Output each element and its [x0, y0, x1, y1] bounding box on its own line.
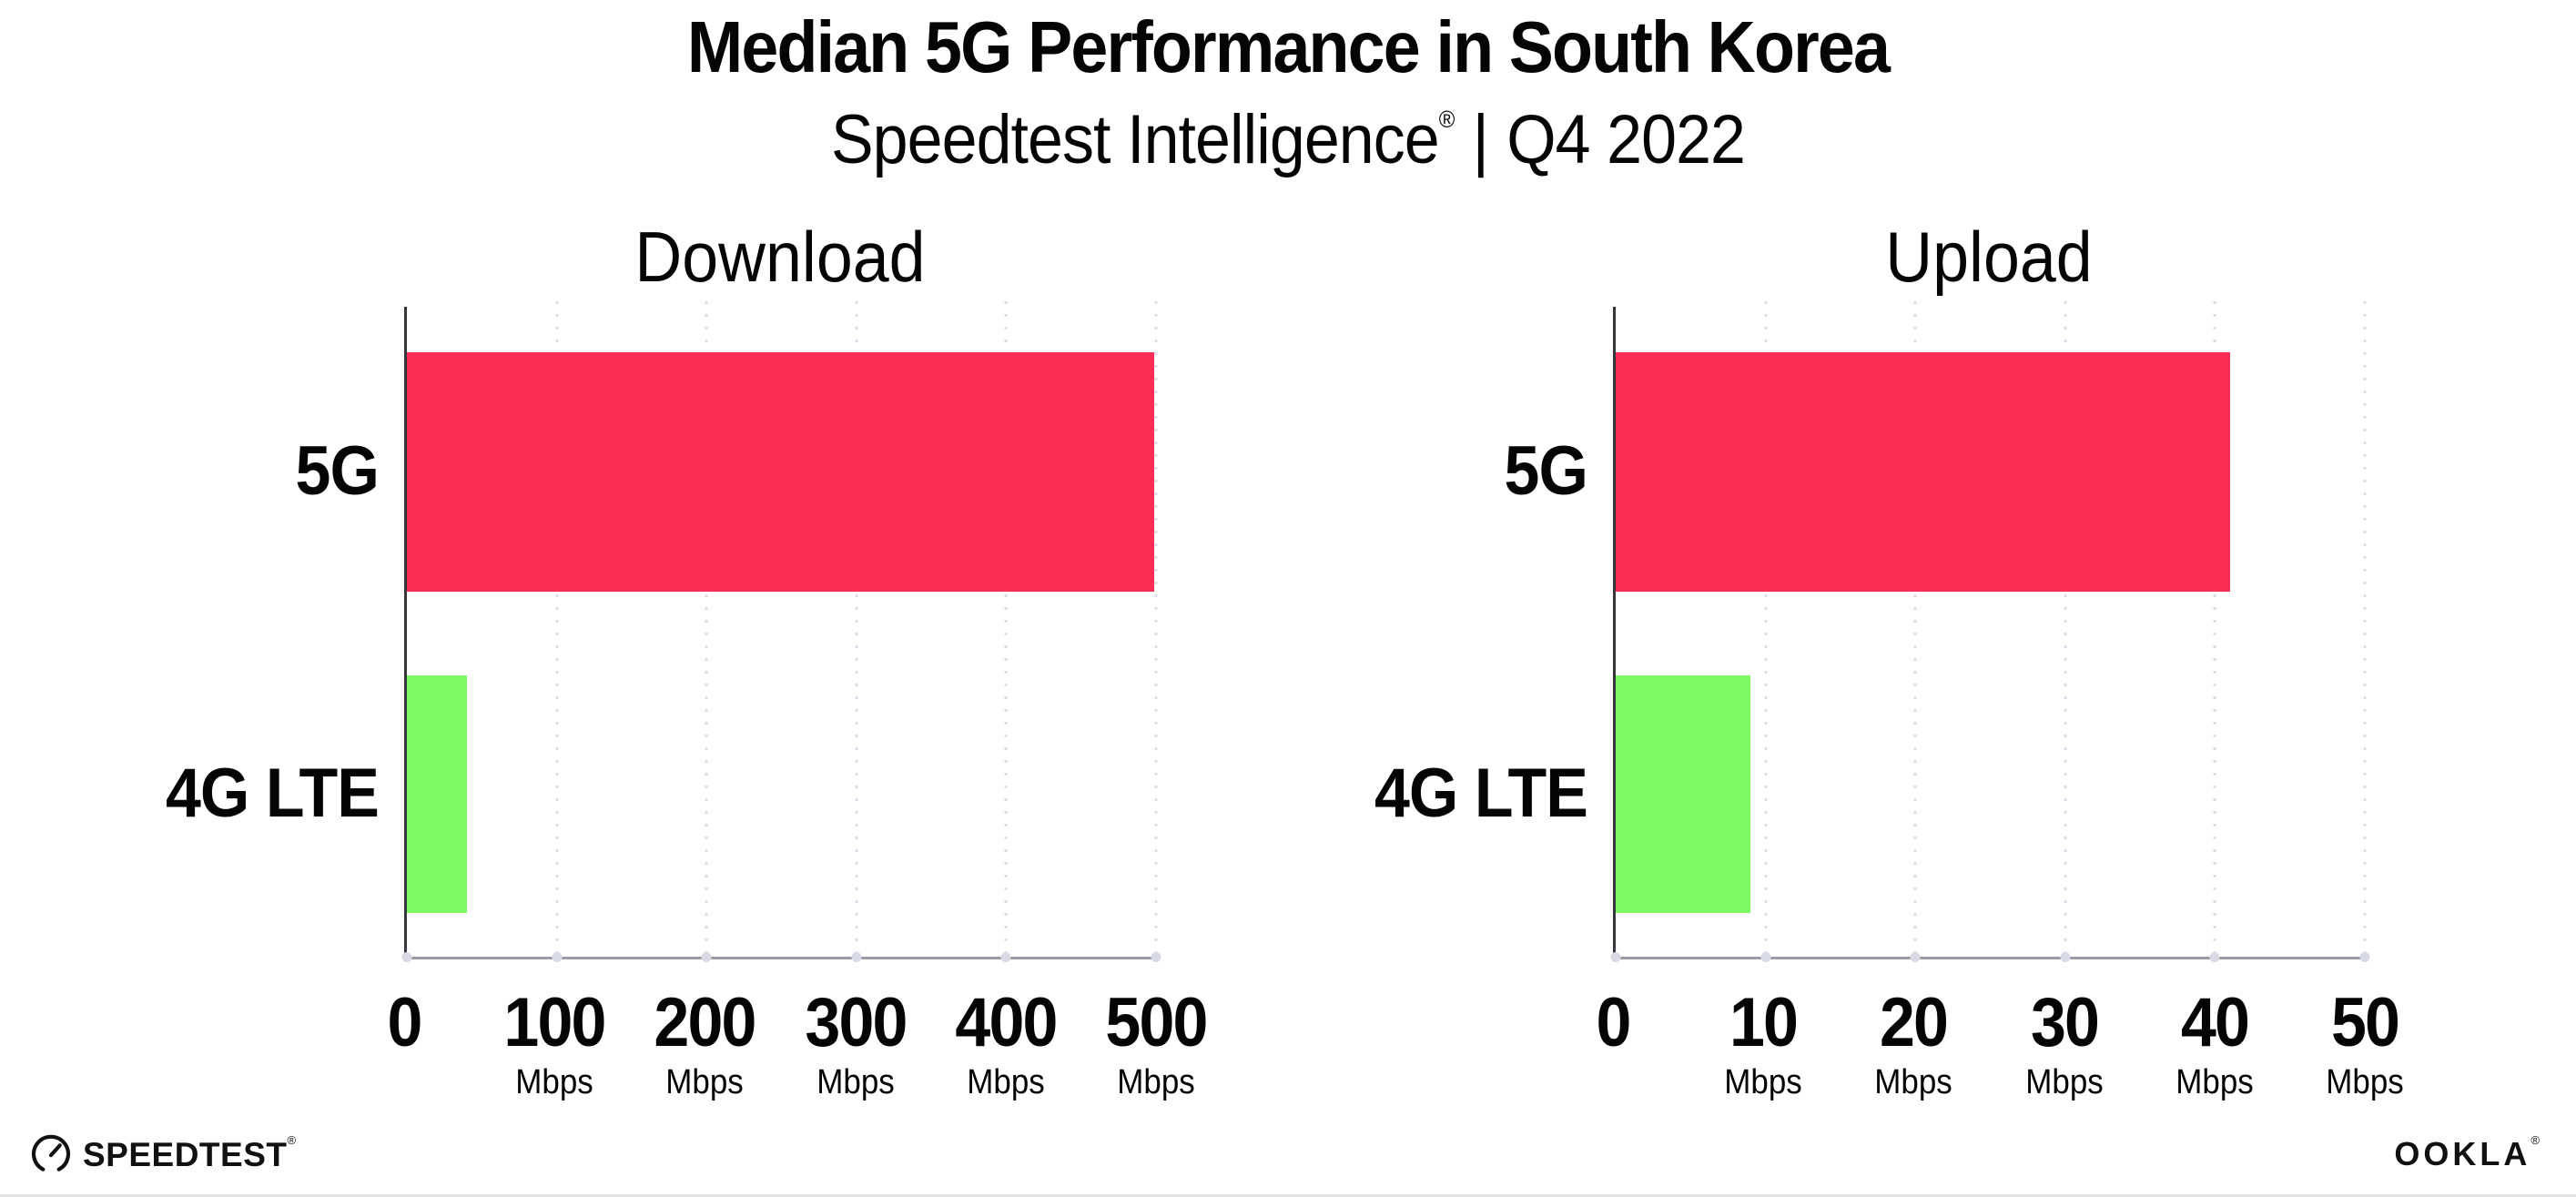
x-tick-value: 0 — [387, 984, 422, 1061]
x-tick: 20 Mbps — [1788, 984, 2039, 1101]
registered-trademark-icon: ® — [1438, 106, 1455, 133]
gridline — [1154, 301, 1158, 958]
x-tick-value: 20 — [1880, 984, 1949, 1061]
upload-plot-area — [1610, 301, 2370, 962]
x-axis-ticks: 0 10 Mbps 20 Mbps 30 Mbps 40 Mbps 50 Mbps — [1596, 958, 2403, 1112]
gridline — [2363, 301, 2367, 958]
subtitle-separator: | — [1472, 101, 1489, 178]
x-tick-unit: Mbps — [1724, 1063, 1802, 1101]
gridline — [2064, 301, 2067, 958]
ookla-wordmark: OOKLA — [2394, 1135, 2531, 1172]
x-tick-value: 500 — [1105, 984, 1208, 1061]
bar-4g-lte-download — [407, 675, 467, 913]
speedtest-gauge-icon — [30, 1133, 72, 1175]
axis-tick-dot — [851, 952, 862, 962]
x-tick-unit: Mbps — [515, 1063, 593, 1101]
x-axis-line — [1613, 957, 2365, 959]
download-chart-title: Download — [634, 217, 926, 297]
upload-chart: Upload 5G 4G LTE 0 10 Mbps 20 Mbps 30 Mbps 40 Mb… — [1374, 221, 2404, 1100]
x-tick-unit: Mbps — [967, 1063, 1045, 1101]
gridline — [855, 301, 858, 958]
x-tick-unit: Mbps — [1874, 1063, 1953, 1101]
x-tick-value: 300 — [805, 984, 908, 1061]
page-subtitle: Speedtest Intelligence® | Q4 2022 — [103, 106, 2473, 175]
axis-tick-dot — [1760, 952, 1771, 962]
download-chart: Download 5G 4G LTE 0 100 Mbps 200 Mbps 300 Mbp… — [166, 221, 1208, 1100]
x-tick-value: 200 — [654, 984, 757, 1061]
x-tick-value: 100 — [503, 984, 607, 1061]
x-tick-value: 50 — [2330, 984, 2400, 1061]
axis-tick-dot — [401, 952, 412, 962]
category-label-5g: 5G — [295, 432, 380, 510]
axis-tick-dot — [2359, 952, 2370, 962]
gridline — [1764, 301, 1768, 958]
page-title: Median 5G Performance in South Korea — [686, 6, 1891, 87]
x-tick-value: 400 — [955, 984, 1058, 1061]
x-tick: 40 Mbps — [2089, 984, 2340, 1101]
axis-tick-dot — [1000, 952, 1011, 962]
x-axis-ticks: 0 100 Mbps 200 Mbps 300 Mbps 400 Mbps 500 Mbps — [387, 958, 1208, 1112]
x-tick-unit: Mbps — [665, 1063, 745, 1101]
category-label-5g: 5G — [1504, 432, 1588, 510]
x-tick: 300 Mbps — [730, 984, 981, 1101]
x-tick: 10 Mbps — [1638, 984, 1889, 1101]
gridline — [1004, 301, 1008, 958]
x-tick: 0 — [279, 989, 530, 1058]
upload-chart-title: Upload — [1885, 217, 2093, 297]
registered-trademark-icon: ® — [2530, 1133, 2543, 1147]
x-tick-value: 40 — [2180, 984, 2250, 1061]
x-tick-value: 30 — [2030, 984, 2100, 1061]
category-label-4g-lte: 4G LTE — [1374, 755, 1588, 832]
x-tick: 200 Mbps — [579, 984, 830, 1101]
gridline — [1913, 301, 1917, 958]
category-label-4g-lte: 4G LTE — [165, 755, 380, 832]
bar-5g-download — [407, 352, 1155, 592]
bar-5g-upload — [1616, 352, 2230, 592]
gridline — [705, 301, 708, 958]
x-tick: 50 Mbps — [2239, 984, 2490, 1101]
axis-tick-dot — [552, 952, 563, 962]
x-tick-value: 0 — [1596, 984, 1631, 1061]
speedtest-wordmark: SPEEDTEST® — [83, 1132, 297, 1173]
axis-tick-dot — [2209, 952, 2220, 962]
subtitle-period: Q4 2022 — [1506, 101, 1746, 178]
axis-tick-dot — [2060, 952, 2071, 962]
x-tick: 30 Mbps — [1939, 984, 2190, 1101]
x-axis-line — [404, 957, 1156, 959]
x-tick-unit: Mbps — [2175, 1063, 2254, 1101]
axis-tick-dot — [1910, 952, 1921, 962]
registered-trademark-icon: ® — [287, 1132, 297, 1147]
gridline — [555, 301, 559, 958]
x-tick: 500 Mbps — [1030, 984, 1282, 1101]
x-tick: 100 Mbps — [429, 984, 680, 1101]
x-tick: 400 Mbps — [880, 984, 1131, 1101]
x-tick-value: 10 — [1729, 984, 1799, 1061]
x-tick-unit: Mbps — [816, 1063, 895, 1101]
axis-tick-dot — [701, 952, 712, 962]
axis-tick-dot — [1151, 952, 1161, 962]
download-plot-area — [401, 301, 1161, 962]
x-tick: 0 — [1487, 989, 1739, 1058]
x-tick-unit: Mbps — [2326, 1063, 2404, 1101]
subtitle-brand: Speedtest Intelligence — [830, 101, 1440, 178]
bar-4g-lte-upload — [1616, 675, 1751, 913]
x-tick-unit: Mbps — [2024, 1063, 2104, 1101]
ookla-logo: OOKLA® — [2394, 1134, 2543, 1172]
gridline — [2213, 301, 2216, 958]
speedtest-logo: SPEEDTEST® — [30, 1132, 297, 1176]
axis-tick-dot — [1610, 952, 1621, 962]
x-tick-unit: Mbps — [1117, 1063, 1195, 1101]
